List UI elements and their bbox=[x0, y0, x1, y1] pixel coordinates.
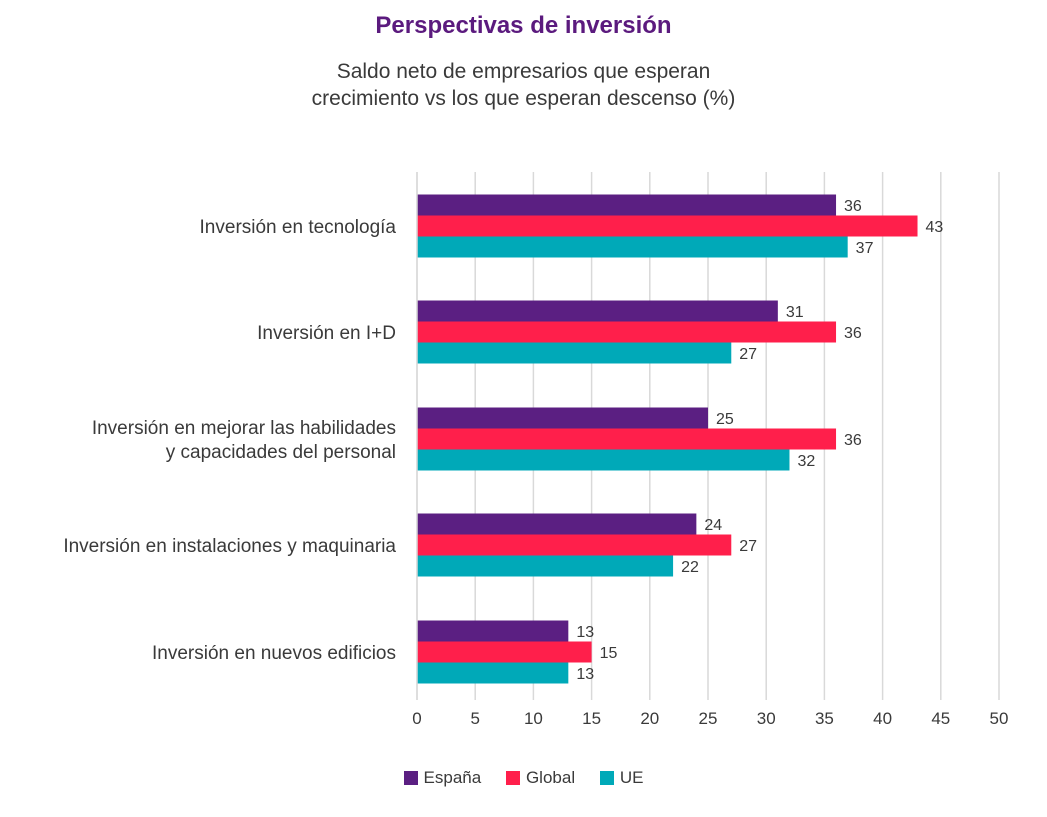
category-label-4: Inversión en nuevos edificios bbox=[152, 643, 396, 664]
value-label-ue-1: 27 bbox=[739, 346, 757, 363]
legend-label-espana: España bbox=[423, 768, 482, 787]
x-tick-label-40: 40 bbox=[873, 709, 892, 728]
x-tick-label-45: 45 bbox=[931, 709, 950, 728]
bar-españa-0 bbox=[417, 194, 837, 216]
bar-españa-1 bbox=[417, 300, 778, 322]
value-label-global-0: 43 bbox=[926, 219, 944, 236]
x-tick-label-15: 15 bbox=[582, 709, 601, 728]
value-label-global-4: 15 bbox=[600, 645, 618, 662]
bar-global-4 bbox=[417, 641, 592, 663]
bar-ue-0 bbox=[417, 236, 848, 258]
x-tick-label-50: 50 bbox=[990, 709, 1009, 728]
category-label-0: Inversión en tecnología bbox=[200, 217, 397, 238]
bar-ue-2 bbox=[417, 449, 790, 471]
bar-global-3 bbox=[417, 534, 732, 556]
bar-global-0 bbox=[417, 215, 918, 237]
legend-item-espana: España bbox=[403, 768, 482, 788]
bar-españa-2 bbox=[417, 407, 708, 429]
x-tick-label-10: 10 bbox=[524, 709, 543, 728]
x-tick-label-35: 35 bbox=[815, 709, 834, 728]
value-label-global-1: 36 bbox=[844, 325, 862, 342]
category-label-2-line-0: Inversión en mejorar las habilidades bbox=[92, 418, 396, 439]
value-label-ue-0: 37 bbox=[856, 240, 874, 257]
legend-label-global: Global bbox=[525, 768, 576, 787]
value-label-ue-4: 13 bbox=[576, 666, 594, 683]
x-tick-label-25: 25 bbox=[699, 709, 718, 728]
legend-swatch-ue bbox=[599, 771, 614, 785]
legend-label-ue: UE bbox=[619, 768, 644, 787]
legend-item-global: Global bbox=[505, 768, 576, 788]
value-label-ue-3: 22 bbox=[681, 559, 699, 576]
value-label-españa-3: 24 bbox=[704, 517, 722, 534]
bar-global-2 bbox=[417, 428, 837, 450]
value-label-españa-4: 13 bbox=[576, 624, 594, 641]
value-label-ue-2: 32 bbox=[797, 453, 815, 470]
legend-item-ue: UE bbox=[599, 768, 644, 788]
chart-title: Perspectivas de inversión bbox=[375, 12, 672, 39]
chart-subtitle: Saldo neto de empresarios que esperan cr… bbox=[0, 58, 1047, 112]
bar-ue-4 bbox=[417, 662, 569, 684]
value-label-global-3: 27 bbox=[739, 538, 757, 555]
bar-españa-4 bbox=[417, 620, 569, 642]
value-label-global-2: 36 bbox=[844, 432, 862, 449]
subtitle-line-1: Saldo neto de empresarios que esperan bbox=[336, 60, 711, 83]
legend: España Global UE bbox=[0, 768, 1047, 790]
category-label-2-line-1: y capacidades del personal bbox=[166, 442, 396, 463]
bar-ue-3 bbox=[417, 555, 674, 577]
legend-swatch-espana bbox=[403, 771, 418, 785]
legend-swatch-global bbox=[505, 771, 520, 785]
x-tick-label-5: 5 bbox=[470, 709, 479, 728]
value-label-españa-1: 31 bbox=[786, 304, 804, 321]
x-tick-label-0: 0 bbox=[412, 709, 421, 728]
subtitle-line-2: crecimiento vs los que esperan descenso … bbox=[311, 87, 736, 110]
x-tick-label-20: 20 bbox=[640, 709, 659, 728]
category-label-1: Inversión en I+D bbox=[257, 323, 396, 344]
value-label-españa-2: 25 bbox=[716, 411, 734, 428]
x-tick-label-30: 30 bbox=[757, 709, 776, 728]
value-label-españa-0: 36 bbox=[844, 198, 862, 215]
bar-españa-3 bbox=[417, 513, 697, 535]
bar-ue-1 bbox=[417, 342, 732, 364]
category-label-3: Inversión en instalaciones y maquinaria bbox=[63, 536, 396, 557]
bar-global-1 bbox=[417, 321, 837, 343]
